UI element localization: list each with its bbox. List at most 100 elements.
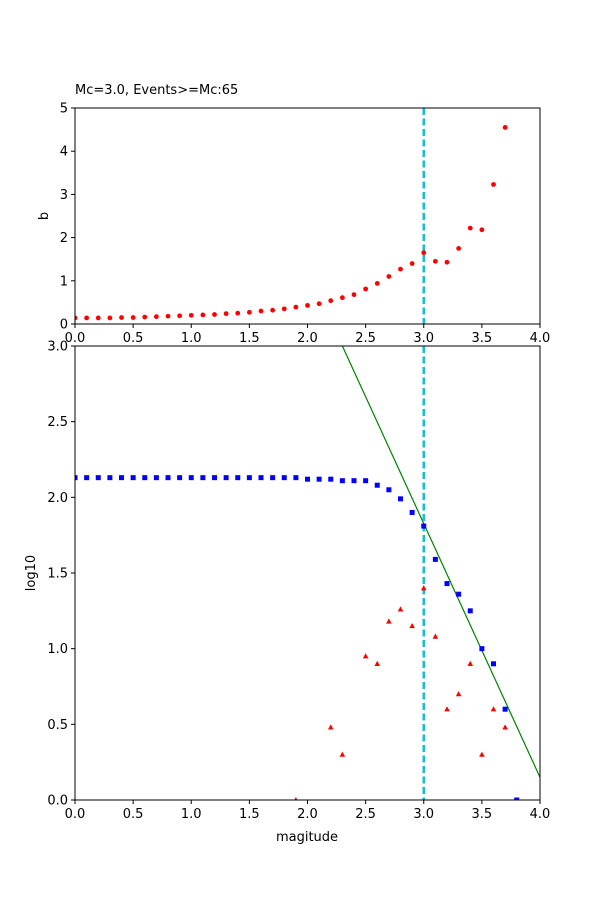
top-data-marks [75,108,508,324]
top-point [177,313,183,319]
bottom-y-tick-label: 2.0 [47,491,68,506]
bottom-noncumulative-point [339,751,346,757]
top-point [223,311,229,317]
top-x-tick-label: 0.5 [123,331,144,346]
bottom-cumulative-point [235,475,241,481]
top-clipped-marks [75,108,508,324]
bottom-cumulative-point [153,475,159,481]
top-point [351,292,357,298]
top-ticks: 0.0 0.5 1.0 1.5 2.0 2.5 3.0 3.5 4.0 0 1 2 3 4 5 [60,102,551,347]
top-x-tick-label: 3.5 [472,331,493,346]
bottom-cumulative-point [514,797,520,800]
top-point [386,274,392,279]
top-point [444,259,450,265]
top-point [212,312,217,317]
bottom-cumulative-point [165,475,171,481]
bottom-noncumulative-point [386,618,392,624]
bottom-cumulative-point [119,475,124,481]
top-y-tick-label: 5 [60,102,68,117]
top-point [479,227,485,233]
top-point [130,315,136,320]
top-point [363,286,369,292]
top-y-tick-label: 4 [60,145,68,160]
bottom-cumulative-point [107,475,113,481]
bottom-cumulative-point [316,476,322,482]
top-point [432,258,438,264]
top-point [75,315,78,321]
bottom-cumulative-point [188,475,194,481]
top-point [258,308,264,314]
top-point [293,304,299,310]
bottom-y-tick-label: 1.5 [47,567,68,582]
bottom-cumulative-point [75,475,78,481]
top-point [165,313,171,319]
top-y-tick-label: 0 [60,318,68,333]
bottom-cumulative-point [339,478,345,484]
bottom-noncumulative-point [444,706,450,712]
bottom-x-tick-label: 0.5 [123,807,144,822]
bottom-noncumulative-point [502,724,508,730]
top-point [153,314,159,320]
top-y-tick-label: 2 [60,231,68,246]
bottom-cumulative-point [281,475,287,481]
top-point [281,306,287,312]
bottom-noncumulative-point [479,751,485,757]
bottom-ticks: 0.0 0.5 1.0 1.5 2.0 2.5 3.0 3.5 4.0 0.0 0.5 1.0 1.5 2… [47,340,550,823]
top-point [305,303,310,308]
bottom-cumulative-point [212,475,217,481]
bottom-y-tick-label: 0.0 [47,794,68,809]
top-point [456,246,462,251]
bottom-noncumulative-point [420,585,427,591]
bottom-noncumulative-point [327,724,334,730]
bottom-noncumulative-point [490,706,497,712]
top-plot-frame [74,107,541,325]
bottom-x-tick-label: 4.0 [530,807,551,822]
bottom-cumulative-point [456,591,462,597]
top-point [107,315,113,321]
bottom-cumulative-point [223,475,229,481]
bottom-cumulative-point [398,496,403,502]
frequency-magnitude-panel: 0.0 0.5 1.0 1.5 2.0 2.5 3.0 3.5 4.0 0.0 0.5 1.0 1.5 2… [24,340,550,846]
top-point [491,182,496,187]
bottom-cumulative-point [84,475,90,481]
bottom-cumulative-point [246,475,252,481]
bottom-noncumulative-point [455,691,462,697]
top-point [502,125,508,130]
bottom-cumulative-point [491,661,496,667]
bottom-cumulative-point [293,475,299,481]
bottom-x-tick-label: 3.5 [472,807,493,822]
top-y-tick-label: 3 [60,188,68,203]
bottom-data-marks [75,346,540,800]
bottom-cumulative-point [270,475,276,481]
bottom-noncumulative-point [467,660,474,666]
top-point [467,225,473,231]
bottom-noncumulative-point [374,660,381,666]
bottom-y-tick-label: 2.5 [47,415,68,430]
top-point [95,315,101,321]
bottom-cumulative-point [502,706,508,712]
bottom-cumulative-point [467,608,473,614]
bottom-y-tick-label: 3.0 [47,340,68,355]
bottom-x-tick-label: 3.0 [413,807,434,822]
top-point [409,261,415,266]
bottom-cumulative-point [444,581,450,587]
bottom-cumulative-point [409,509,415,515]
bottom-cumulative-point [305,476,310,482]
bottom-x-tick-label: 1.5 [239,807,260,822]
bottom-noncumulative-point [397,606,404,612]
top-x-tick-label: 2.5 [355,331,376,346]
top-point [84,315,90,321]
top-point [316,301,322,307]
top-point [119,315,124,320]
top-x-tick-label: 0.0 [65,331,86,346]
top-x-tick-label: 2.0 [297,331,318,346]
bottom-noncumulative-point [409,622,415,629]
bottom-cumulative-point [200,475,206,481]
top-y-tick-label: 1 [60,274,68,289]
top-x-tick-label: 1.5 [239,331,260,346]
top-point [270,307,276,313]
top-point [235,310,241,316]
bottom-cumulative-point [432,556,438,562]
